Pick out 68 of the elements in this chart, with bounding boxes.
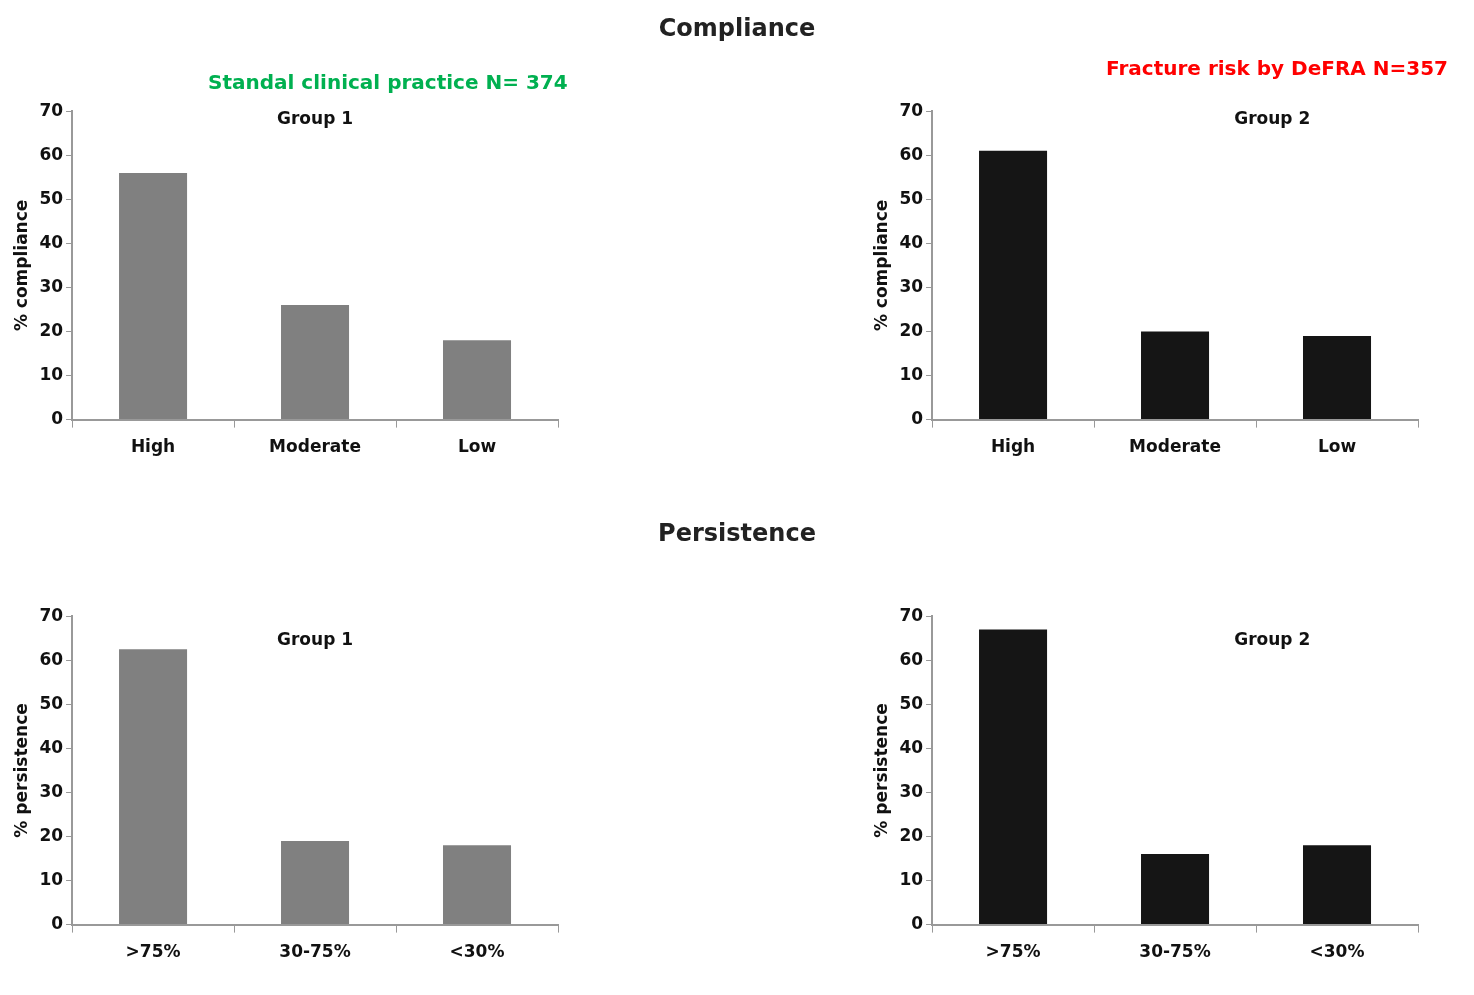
chart-subtitle: Fracture risk by DeFRA N=357 bbox=[1106, 56, 1448, 80]
y-tick-label: 20 bbox=[39, 319, 64, 340]
x-tick-label: Low bbox=[457, 436, 497, 457]
y-tick-label: 30 bbox=[39, 275, 64, 296]
y-axis-title: % compliance bbox=[870, 199, 891, 332]
y-axis-title: % persistence bbox=[870, 703, 891, 838]
text: Compliance bbox=[657, 14, 817, 42]
y-tick-label: 50 bbox=[39, 187, 64, 208]
y-tick-label: 10 bbox=[39, 868, 64, 889]
bar bbox=[281, 305, 350, 420]
bar bbox=[1141, 854, 1210, 925]
y-tick-label: 60 bbox=[899, 648, 924, 669]
chart-title: Group 1 bbox=[277, 108, 354, 129]
y-tick-label: 40 bbox=[899, 736, 924, 757]
x-tick-label: Moderate bbox=[269, 436, 361, 457]
bar bbox=[119, 649, 188, 925]
y-tick-label: 0 bbox=[51, 408, 64, 429]
y-tick-label: 70 bbox=[899, 604, 924, 625]
bar bbox=[1302, 335, 1372, 420]
y-tick-label: 30 bbox=[39, 780, 64, 801]
y-tick-label: 0 bbox=[51, 913, 64, 934]
x-tick-label: <30% bbox=[449, 941, 505, 962]
bar bbox=[979, 150, 1048, 420]
y-tick-label: 20 bbox=[899, 319, 924, 340]
bar bbox=[442, 845, 512, 925]
bar bbox=[1302, 845, 1372, 925]
text: Persistence bbox=[657, 519, 817, 547]
text: Group 2 bbox=[1234, 629, 1311, 650]
y-tick-label: 40 bbox=[899, 231, 924, 252]
y-tick-label: 0 bbox=[911, 408, 924, 429]
y-tick-label: 30 bbox=[899, 275, 924, 296]
y-axis-title: % persistence bbox=[10, 703, 31, 838]
x-tick-label: Low bbox=[1317, 436, 1357, 457]
chart-title: Group 2 bbox=[1234, 108, 1311, 129]
y-tick-label: 70 bbox=[39, 604, 64, 625]
y-tick-label: 40 bbox=[39, 231, 64, 252]
bar bbox=[119, 172, 188, 420]
y-tick-label: 50 bbox=[899, 692, 924, 713]
y-tick-label: 20 bbox=[39, 824, 64, 845]
y-tick-label: 70 bbox=[39, 99, 64, 120]
y-tick-label: 50 bbox=[899, 187, 924, 208]
y-tick-label: 40 bbox=[39, 736, 64, 757]
x-tick-label: 30-75% bbox=[279, 941, 351, 962]
y-tick-label: 60 bbox=[39, 648, 64, 669]
x-tick-label: >75% bbox=[985, 941, 1041, 962]
x-tick-label: Moderate bbox=[1129, 436, 1221, 457]
y-tick-label: 60 bbox=[39, 143, 64, 164]
x-tick-label: <30% bbox=[1309, 941, 1365, 962]
chart-subtitle: Standal clinical practice N= 374 bbox=[208, 70, 569, 94]
bar bbox=[442, 340, 512, 420]
y-tick-label: 60 bbox=[899, 143, 924, 164]
x-tick-label: High bbox=[130, 436, 176, 457]
y-tick-label: 0 bbox=[911, 913, 924, 934]
y-tick-label: 10 bbox=[899, 363, 924, 384]
x-tick-label: 30-75% bbox=[1139, 941, 1211, 962]
y-tick-label: 30 bbox=[899, 780, 924, 801]
x-tick-label: High bbox=[990, 436, 1036, 457]
y-tick-label: 10 bbox=[899, 868, 924, 889]
x-tick-label: >75% bbox=[125, 941, 181, 962]
bar bbox=[979, 629, 1048, 925]
bar bbox=[1141, 331, 1210, 420]
y-tick-label: 10 bbox=[39, 363, 64, 384]
y-tick-label: 50 bbox=[39, 692, 64, 713]
y-axis-title: % compliance bbox=[10, 199, 31, 332]
y-tick-label: 70 bbox=[899, 99, 924, 120]
bar bbox=[281, 840, 350, 925]
y-tick-label: 20 bbox=[899, 824, 924, 845]
text: Group 1 bbox=[277, 629, 354, 650]
